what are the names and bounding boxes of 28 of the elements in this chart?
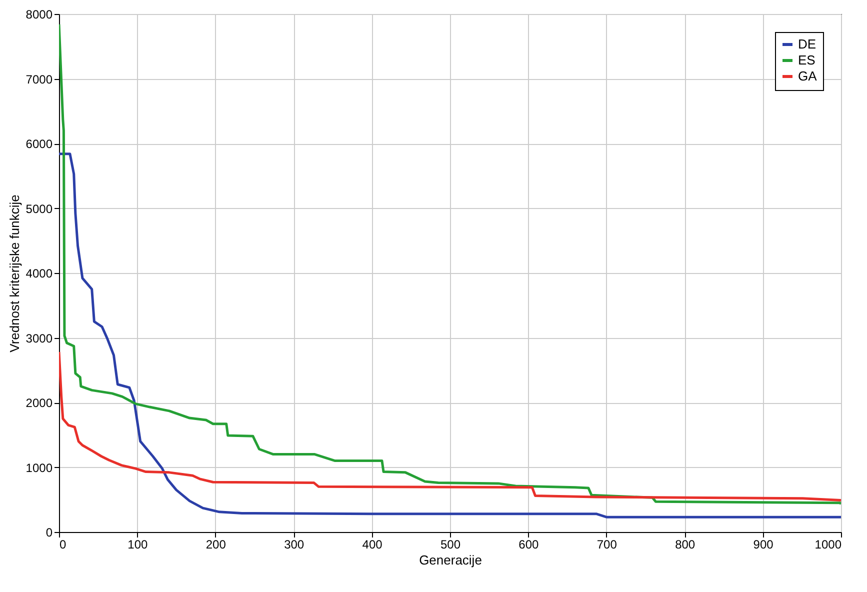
line-series xyxy=(59,350,841,502)
y-tick-label: 0 xyxy=(46,526,53,540)
x-tick-label: 1000 xyxy=(814,538,842,552)
x-axis-title: Generacije xyxy=(419,552,482,568)
y-tick-label: 8000 xyxy=(26,8,53,22)
y-tick-label: 3000 xyxy=(26,331,53,346)
line-series xyxy=(59,152,841,518)
x-tick-label: 400 xyxy=(362,538,383,552)
line-series xyxy=(59,23,841,506)
x-tick-label: 200 xyxy=(206,538,226,552)
y-tick-label: 2000 xyxy=(26,396,53,410)
legend-label: DE xyxy=(798,36,816,52)
x-tick-label: 900 xyxy=(753,538,774,552)
x-tick-label: 100 xyxy=(128,538,148,552)
x-tick-label: 300 xyxy=(284,538,304,552)
x-tick-label: 600 xyxy=(518,538,540,552)
y-axis-title: Vrednost kriterijske funkcije xyxy=(6,194,22,352)
y-tick-label: 5000 xyxy=(26,202,53,216)
y-tick-label: 7000 xyxy=(26,72,53,86)
x-tick-label: 800 xyxy=(675,538,696,552)
y-tick-label: 6000 xyxy=(26,137,53,151)
x-tick-label: 500 xyxy=(440,538,461,552)
y-tick-label: 1000 xyxy=(26,460,53,475)
legend-label: ES xyxy=(798,52,816,68)
y-tick-label: 4000 xyxy=(26,266,53,280)
legend-label: GA xyxy=(798,68,818,84)
x-tick-label: 0 xyxy=(60,538,66,552)
x-tick-label: 700 xyxy=(596,538,618,552)
